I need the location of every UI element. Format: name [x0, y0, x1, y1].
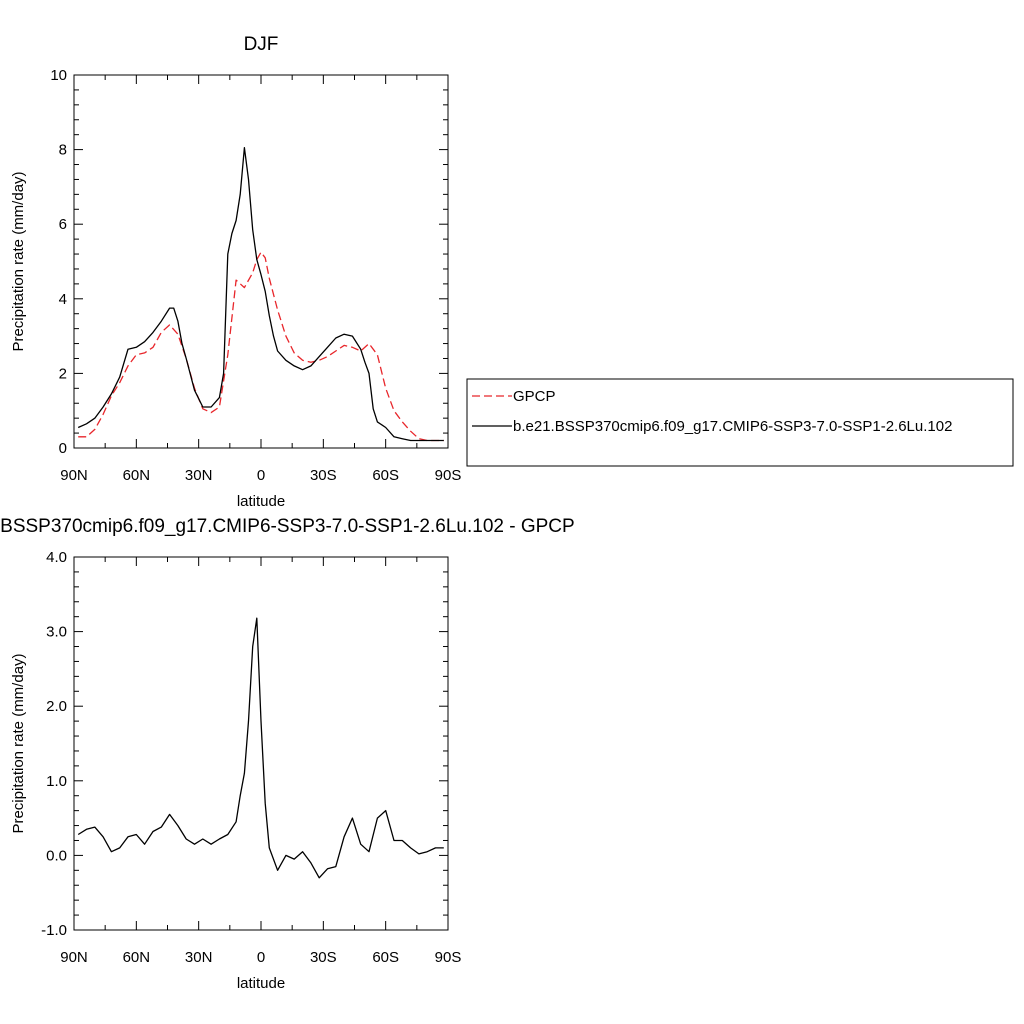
x-axis-label: latitude — [237, 493, 285, 510]
series-line-1-1 — [78, 251, 444, 442]
x-tick-label: 60N — [123, 949, 151, 966]
x-tick-label: 0 — [257, 467, 265, 484]
y-tick-label: 2 — [59, 365, 67, 382]
y-tick-label: 4.0 — [46, 549, 67, 566]
x-tick-label: 60N — [123, 467, 151, 484]
series-line-1-2 — [77, 147, 444, 442]
x-tick-label: 90S — [435, 467, 462, 484]
x-tick-label: 90N — [60, 949, 88, 966]
x-axis-label: latitude — [237, 975, 285, 992]
x-tick-label: 60S — [372, 949, 399, 966]
plot-frame — [73, 556, 449, 931]
y-tick-label: 1.0 — [46, 773, 67, 790]
x-tick-label: 30S — [310, 467, 337, 484]
x-tick-label: 0 — [257, 949, 265, 966]
x-tick-label: 30N — [185, 467, 213, 484]
series-line-2-1 — [77, 617, 444, 879]
legend-entry: GPCP — [513, 388, 556, 405]
x-tick-label: 30N — [185, 949, 213, 966]
x-tick-label: 90S — [435, 949, 462, 966]
y-tick-label: 4 — [59, 291, 67, 308]
y-tick-label: 2.0 — [46, 698, 67, 715]
x-tick-label: 90N — [60, 467, 88, 484]
y-tick-label: 0.0 — [46, 847, 67, 864]
y-tick-label: 8 — [59, 142, 67, 159]
y-tick-label: -1.0 — [41, 922, 67, 939]
y-axis-label: Precipitation rate (mm/day) — [10, 171, 27, 351]
plot-frame — [73, 74, 449, 449]
legend-box — [466, 378, 1014, 467]
y-axis-label: Precipitation rate (mm/day) — [10, 653, 27, 833]
chart-title: b.e21.BSSP370cmip6.f09_g17.CMIP6-SSP3-7.… — [0, 516, 575, 537]
y-tick-label: 6 — [59, 216, 67, 233]
y-tick-label: 0 — [59, 440, 67, 457]
chart-title: DJF — [244, 34, 279, 55]
x-tick-label: 60S — [372, 467, 399, 484]
y-tick-label: 3.0 — [46, 624, 67, 641]
x-tick-label: 30S — [310, 949, 337, 966]
legend-entry: b.e21.BSSP370cmip6.f09_g17.CMIP6-SSP3-7.… — [513, 418, 952, 435]
y-tick-label: 10 — [50, 67, 67, 84]
